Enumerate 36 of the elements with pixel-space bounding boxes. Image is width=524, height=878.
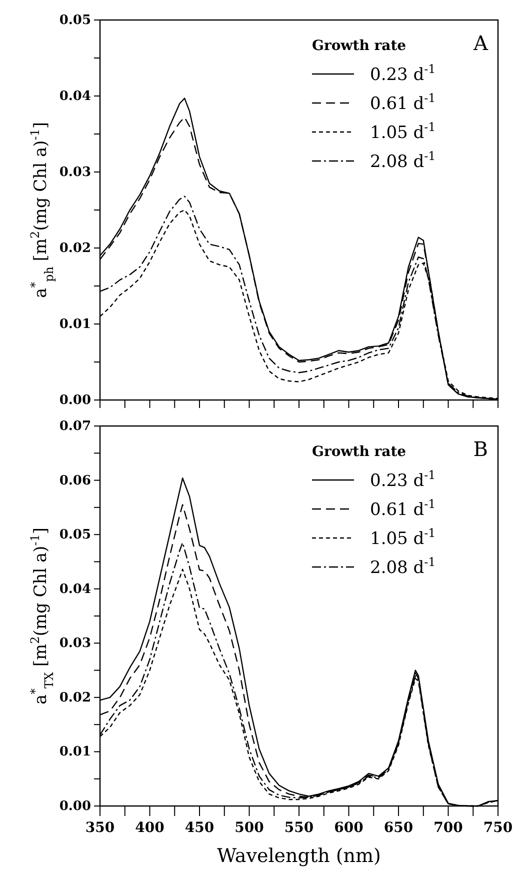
x-tick-label: 750: [483, 820, 513, 836]
x-tick-label: 700: [434, 820, 464, 836]
legend-title: Growth rate: [312, 444, 406, 460]
x-tick-label: 550: [284, 820, 314, 836]
y-tick-label: 0.04: [59, 582, 91, 597]
x-tick-label: 600: [334, 820, 364, 836]
legend-label: 0.23 d$^{-1}$: [370, 468, 436, 491]
annotation: B: [473, 437, 488, 461]
x-tick-label: 650: [384, 820, 414, 836]
legend-label: 2.08 d$^{-1}$: [370, 149, 436, 172]
y-tick-label: 0.01: [59, 317, 91, 332]
y-tick-label: 0.02: [59, 241, 91, 256]
legend-label: 0.61 d$^{-1}$: [370, 91, 436, 114]
y-tick-label: 0.04: [59, 89, 91, 104]
y-tick-label: 0.01: [59, 744, 91, 760]
legend-label: 0.61 d$^{-1}$: [370, 497, 436, 520]
x-tick-label: 500: [234, 820, 264, 836]
legend-label: 1.05 d$^{-1}$: [370, 526, 436, 549]
y-tick-label: 0.05: [59, 528, 91, 543]
y-tick-label: 0.06: [59, 473, 91, 488]
annotation: A: [472, 31, 489, 55]
legend-label: 2.08 d$^{-1}$: [370, 555, 436, 578]
y-tick-label: 0.03: [59, 165, 91, 180]
x-tick-label: 350: [85, 820, 115, 836]
y-tick-label: 0.05: [59, 13, 91, 28]
legend-label: 0.23 d$^{-1}$: [370, 62, 436, 85]
y-tick-label: 0.07: [59, 419, 91, 434]
y-tick-label: 0.03: [59, 636, 91, 652]
y-tick-label: 0.02: [59, 690, 91, 706]
x-tick-label: 400: [135, 820, 165, 836]
x-tick-label: 450: [184, 820, 214, 836]
legend-label: 1.05 d$^{-1}$: [370, 120, 436, 143]
y-tick-label: 0.00: [59, 799, 91, 814]
legend-title: Growth rate: [312, 38, 406, 54]
x-axis-title: Wavelength (nm): [217, 845, 381, 867]
y-tick-label: 0.00: [59, 393, 91, 408]
